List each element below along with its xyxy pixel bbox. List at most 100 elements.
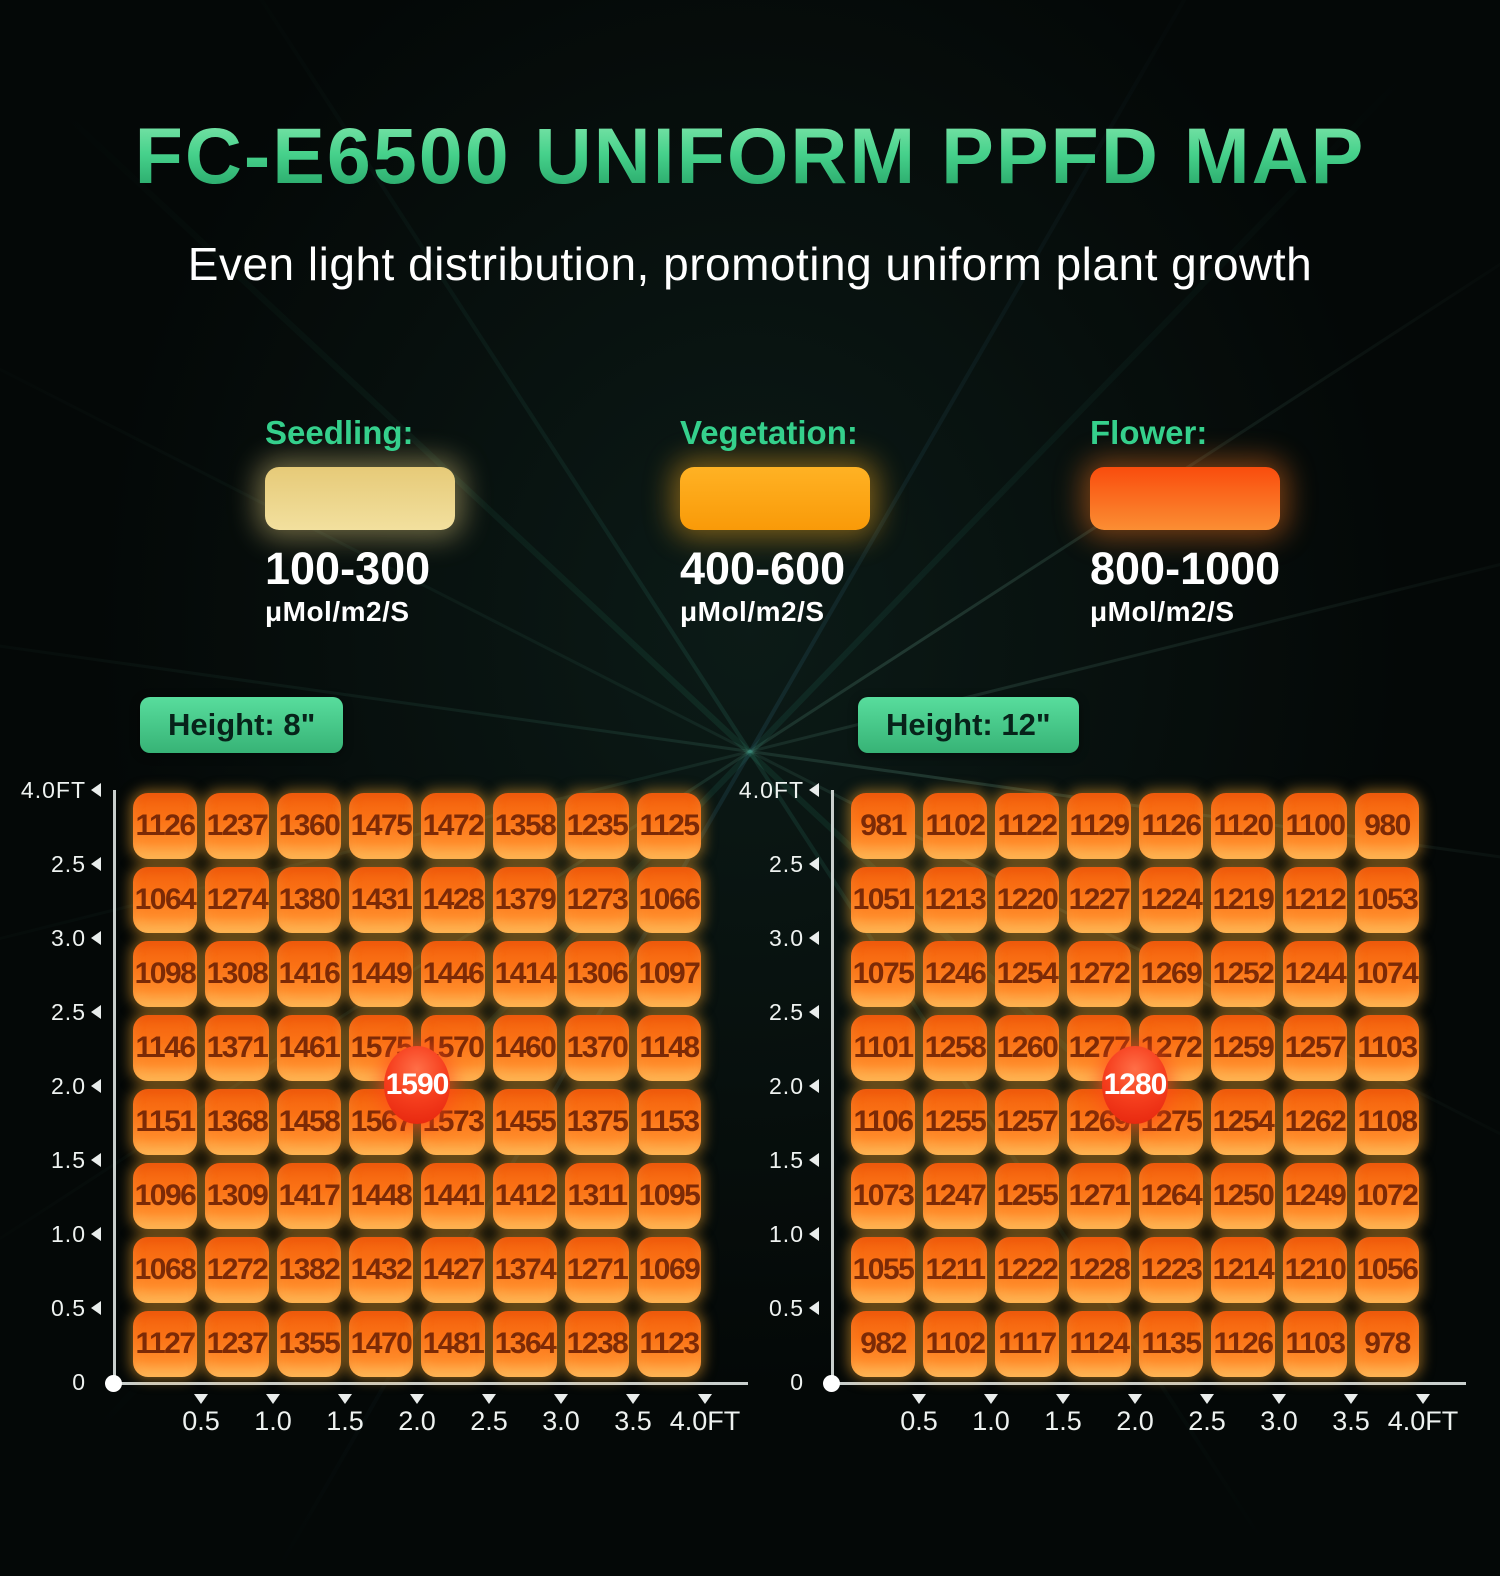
ppfd-cell: 1375 bbox=[565, 1089, 629, 1155]
ppfd-cell: 1252 bbox=[1211, 941, 1275, 1007]
ppfd-cell: 1106 bbox=[851, 1089, 915, 1155]
ppfd-cell: 1368 bbox=[205, 1089, 269, 1155]
ppfd-cell: 1148 bbox=[637, 1015, 701, 1081]
ppfd-chart-height-8: Height: 8" 4.0FT 2.5 3.0 2.5 2.0 1.5 1.0 0.5 0 0… bbox=[21, 690, 780, 1470]
ppfd-cell: 1257 bbox=[995, 1089, 1059, 1155]
x-tick-arrow-icon bbox=[1344, 1394, 1358, 1404]
ppfd-cell: 1431 bbox=[349, 867, 413, 933]
x-tick-arrow-icon bbox=[984, 1394, 998, 1404]
ppfd-cell: 1481 bbox=[421, 1311, 485, 1377]
ppfd-cell: 982 bbox=[851, 1311, 915, 1377]
x-tick-arrow-icon bbox=[482, 1394, 496, 1404]
ppfd-cell: 1472 bbox=[421, 793, 485, 859]
y-tick-arrow-icon bbox=[91, 783, 101, 797]
ppfd-cell: 1273 bbox=[565, 867, 629, 933]
ppfd-cell: 1227 bbox=[1067, 867, 1131, 933]
ppfd-cell: 1224 bbox=[1139, 867, 1203, 933]
ppfd-cell: 1095 bbox=[637, 1163, 701, 1229]
y-tick-label: 2.5 bbox=[51, 851, 86, 877]
ppfd-cell: 1146 bbox=[133, 1015, 197, 1081]
x-tick-arrow-icon bbox=[1416, 1394, 1430, 1404]
ppfd-cell: 1309 bbox=[205, 1163, 269, 1229]
ppfd-cell: 1258 bbox=[923, 1015, 987, 1081]
legend-item-seedling: Seedling: 100-300 μMol/m2/S bbox=[265, 414, 455, 628]
ppfd-cell: 1051 bbox=[851, 867, 915, 933]
ppfd-cell: 1360 bbox=[277, 793, 341, 859]
ppfd-cell: 1073 bbox=[851, 1163, 915, 1229]
ppfd-cell: 1262 bbox=[1283, 1089, 1347, 1155]
legend-label: Flower: bbox=[1090, 414, 1208, 451]
ppfd-cell: 1449 bbox=[349, 941, 413, 1007]
y-tick-label: 2.0 bbox=[51, 1073, 86, 1099]
ppfd-cell: 1448 bbox=[349, 1163, 413, 1229]
y-tick-arrow-icon bbox=[809, 931, 819, 945]
ppfd-cell: 1075 bbox=[851, 941, 915, 1007]
ppfd-cell: 1211 bbox=[923, 1237, 987, 1303]
legend-range: 400-600 bbox=[680, 543, 846, 594]
ppfd-cell: 1382 bbox=[277, 1237, 341, 1303]
x-tick-label: 3.0 bbox=[1260, 1406, 1298, 1436]
ppfd-cell: 1213 bbox=[923, 867, 987, 933]
ppfd-cell: 1458 bbox=[277, 1089, 341, 1155]
ppfd-cell: 1246 bbox=[923, 941, 987, 1007]
ppfd-cell: 1255 bbox=[923, 1089, 987, 1155]
x-tick-label: 1.5 bbox=[326, 1406, 364, 1436]
x-axis-line bbox=[831, 1382, 1466, 1385]
ppfd-cell: 1364 bbox=[493, 1311, 557, 1377]
ppfd-cell: 1214 bbox=[1211, 1237, 1275, 1303]
ppfd-cell: 1126 bbox=[133, 793, 197, 859]
ppfd-cell: 1135 bbox=[1139, 1311, 1203, 1377]
ppfd-cell: 1103 bbox=[1283, 1311, 1347, 1377]
ppfd-cell: 1274 bbox=[205, 867, 269, 933]
ppfd-cell: 1374 bbox=[493, 1237, 557, 1303]
ppfd-cell: 1412 bbox=[493, 1163, 557, 1229]
ppfd-cell: 1264 bbox=[1139, 1163, 1203, 1229]
ppfd-cell: 1259 bbox=[1211, 1015, 1275, 1081]
ppfd-cell: 1461 bbox=[277, 1015, 341, 1081]
x-tick-label: 1.5 bbox=[1044, 1406, 1082, 1436]
legend-unit: μMol/m2/S bbox=[265, 596, 410, 627]
x-tick-label: 1.0 bbox=[254, 1406, 292, 1436]
ppfd-grid: 1126 1237 1360 1475 1472 1358 1235 1125 1064 1274… bbox=[133, 793, 701, 1377]
y-tick-label: 1.5 bbox=[51, 1147, 86, 1173]
ppfd-cell: 1432 bbox=[349, 1237, 413, 1303]
y-tick-arrow-icon bbox=[809, 857, 819, 871]
legend-swatch bbox=[680, 467, 870, 530]
ppfd-cell: 1416 bbox=[277, 941, 341, 1007]
ppfd-cell: 1475 bbox=[349, 793, 413, 859]
legend-unit: μMol/m2/S bbox=[1090, 596, 1235, 627]
ppfd-cell: 1272 bbox=[205, 1237, 269, 1303]
legend-swatch bbox=[1090, 467, 1280, 530]
ppfd-cell: 1120 bbox=[1211, 793, 1275, 859]
ppfd-cell: 981 bbox=[851, 793, 915, 859]
legend-label: Vegetation: bbox=[680, 414, 858, 451]
ppfd-cell: 1244 bbox=[1283, 941, 1347, 1007]
ppfd-cell: 1417 bbox=[277, 1163, 341, 1229]
x-tick-label: 4.0FT bbox=[1387, 1406, 1459, 1436]
ppfd-cell: 1371 bbox=[205, 1015, 269, 1081]
ppfd-cell: 1460 bbox=[493, 1015, 557, 1081]
x-tick-arrow-icon bbox=[626, 1394, 640, 1404]
legend-item-vegetation: Vegetation: 400-600 μMol/m2/S bbox=[680, 414, 870, 628]
ppfd-cell: 1260 bbox=[995, 1015, 1059, 1081]
y-tick-label: 0 bbox=[72, 1369, 86, 1395]
ppfd-cell: 1097 bbox=[637, 941, 701, 1007]
center-ppfd-badge: 1280 bbox=[1102, 1046, 1168, 1124]
ppfd-cell: 1103 bbox=[1355, 1015, 1419, 1081]
x-tick-arrow-icon bbox=[1056, 1394, 1070, 1404]
ppfd-cell: 1272 bbox=[1067, 941, 1131, 1007]
ppfd-cell: 1102 bbox=[923, 793, 987, 859]
x-tick-label: 3.0 bbox=[542, 1406, 580, 1436]
y-tick-arrow-icon bbox=[91, 1301, 101, 1315]
x-tick-arrow-icon bbox=[338, 1394, 352, 1404]
ppfd-cell: 1098 bbox=[133, 941, 197, 1007]
ppfd-cell: 1249 bbox=[1283, 1163, 1347, 1229]
ppfd-cell: 1072 bbox=[1355, 1163, 1419, 1229]
y-tick-arrow-icon bbox=[809, 1005, 819, 1019]
ppfd-cell: 1117 bbox=[995, 1311, 1059, 1377]
y-tick-arrow-icon bbox=[91, 1005, 101, 1019]
ppfd-cell: 1066 bbox=[637, 867, 701, 933]
x-tick-arrow-icon bbox=[266, 1394, 280, 1404]
height-badge: Height: 8" bbox=[140, 697, 344, 753]
ppfd-cell: 1269 bbox=[1139, 941, 1203, 1007]
